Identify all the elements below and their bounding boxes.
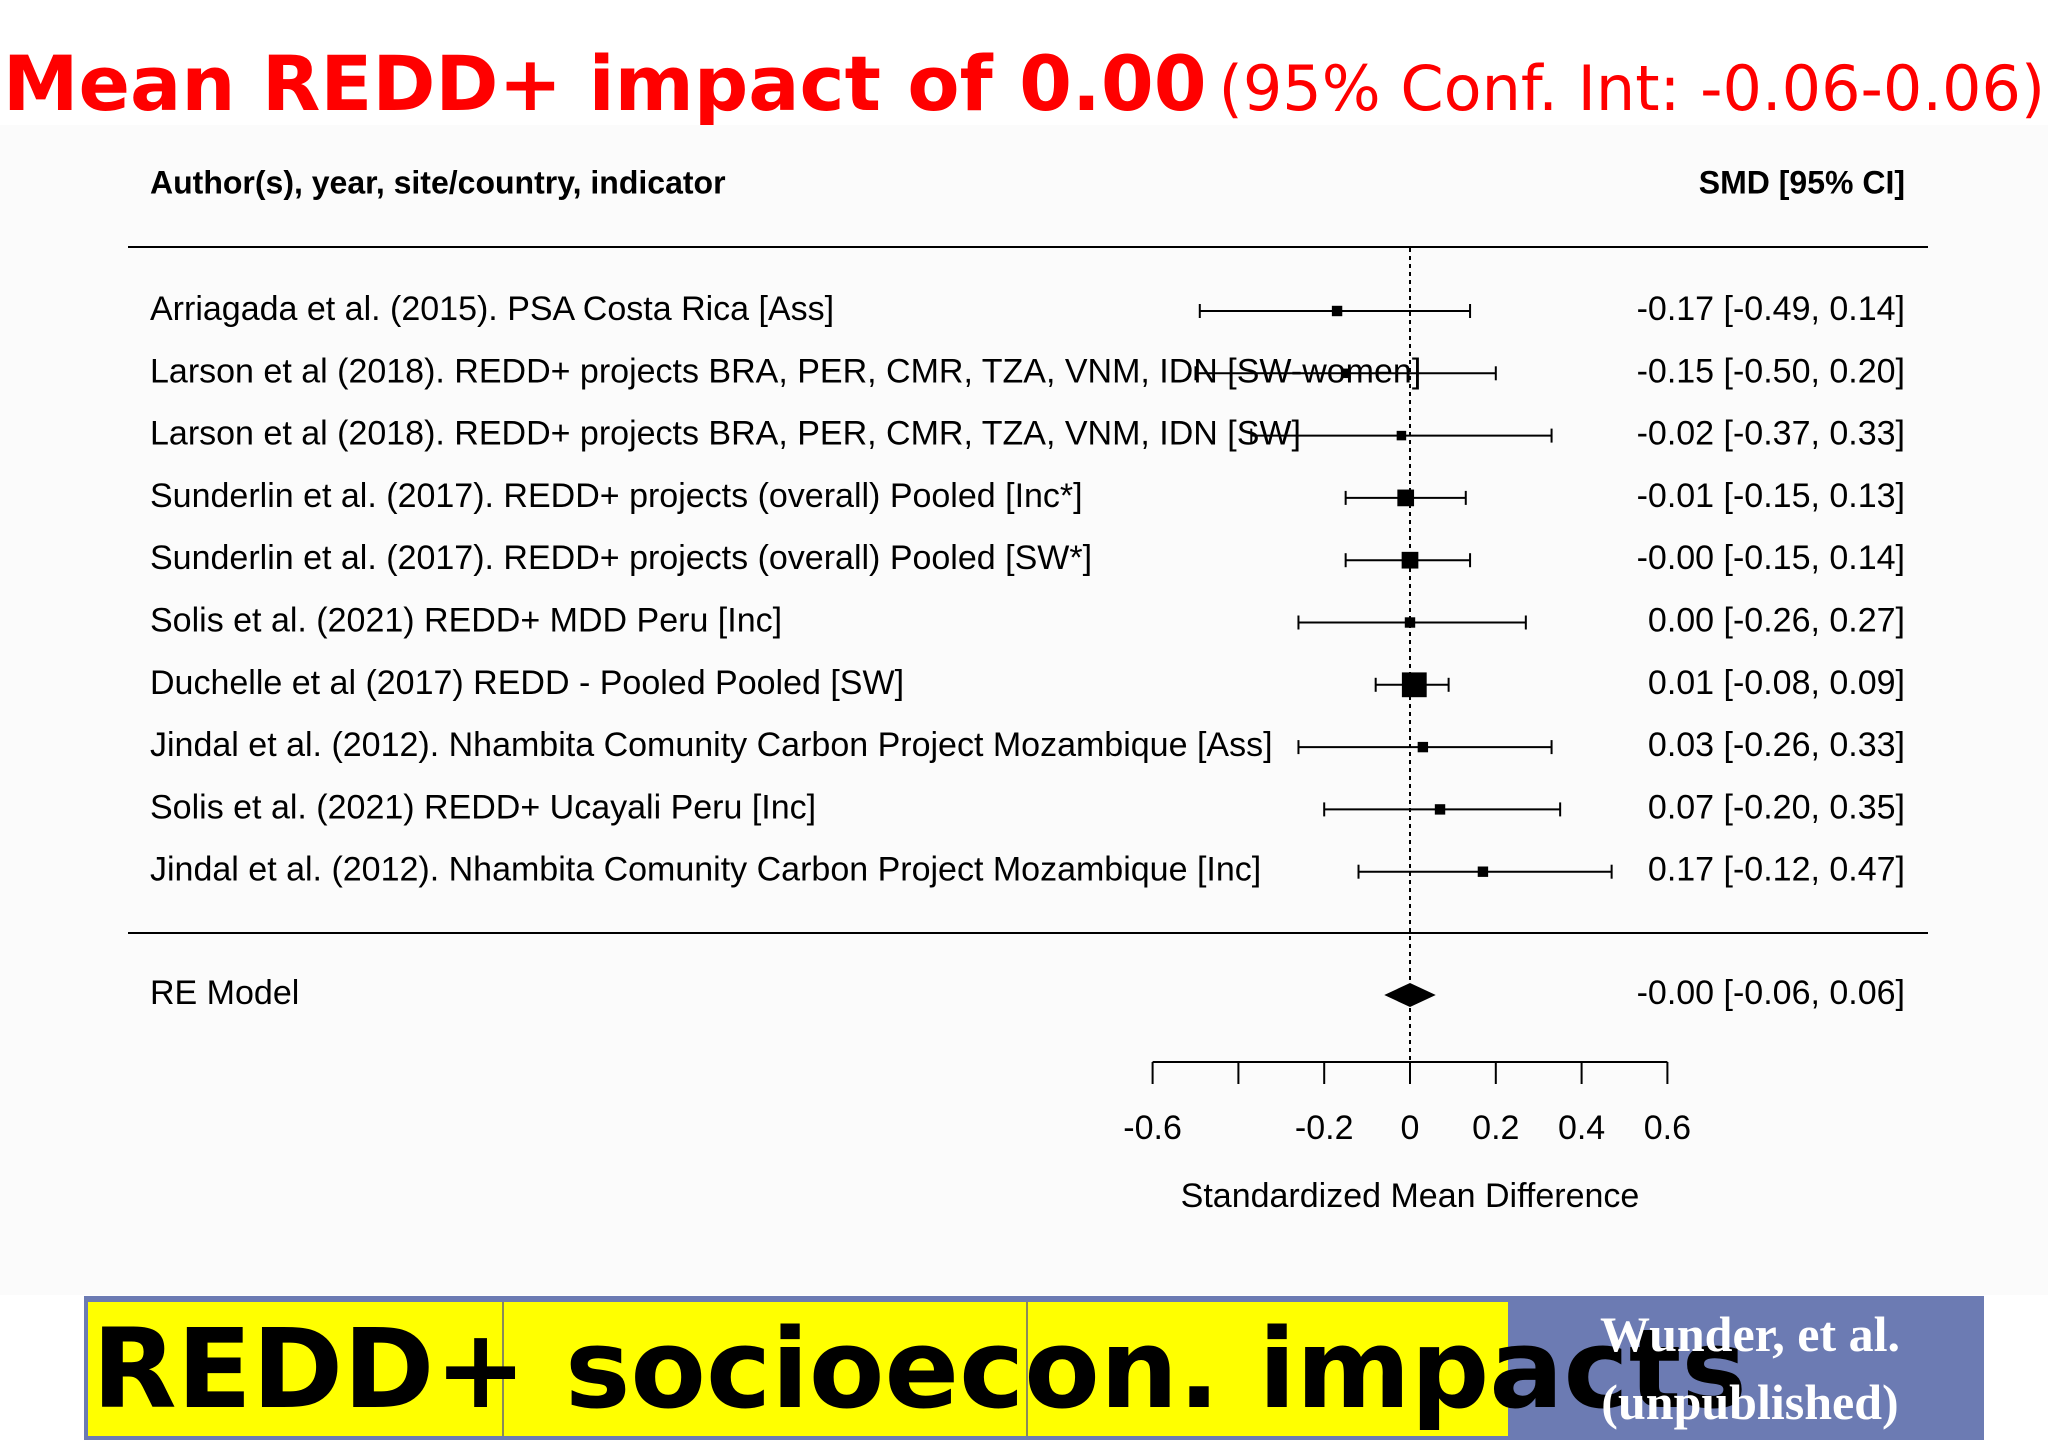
point-estimate	[1401, 672, 1427, 698]
x-tick-label: -0.6	[1123, 1109, 1182, 1147]
footer-divider	[502, 1302, 504, 1436]
study-label: Duchelle et al (2017) REDD - Pooled Pool…	[150, 664, 904, 702]
x-axis-label: Standardized Mean Difference	[1181, 1177, 1640, 1215]
footer-highlight	[88, 1302, 1508, 1436]
study-label: Sunderlin et al. (2017). REDD+ projects …	[150, 477, 1083, 515]
summary-ci-text: -0.00 [-0.06, 0.06]	[1637, 974, 1905, 1012]
header-effect: SMD [95% CI]	[1699, 164, 1905, 200]
summary-diamond	[1384, 983, 1436, 1007]
point-estimate	[1401, 551, 1419, 569]
footer-divider	[1026, 1302, 1028, 1436]
study-ci-text: 0.00 [-0.26, 0.27]	[1648, 601, 1905, 639]
headline: Mean REDD+ impact of 0.00 (95% Conf. Int:…	[0, 36, 2048, 154]
study-ci-text: -0.15 [-0.50, 0.20]	[1637, 352, 1905, 390]
point-estimate	[1404, 617, 1416, 628]
headline-ci: (95% Conf. Int: -0.06-0.06)	[1218, 52, 2046, 125]
plot-background	[0, 125, 2048, 1295]
study-label: Larson et al (2018). REDD+ projects BRA,…	[150, 352, 1421, 390]
credit-note: (unpublished)	[1601, 1374, 1899, 1430]
x-tick-label: 0.4	[1558, 1109, 1605, 1147]
x-tick-label: -0.2	[1295, 1109, 1354, 1147]
study-ci-text: -0.01 [-0.15, 0.13]	[1637, 477, 1905, 515]
study-ci-text: 0.01 [-0.08, 0.09]	[1648, 664, 1905, 702]
study-label: Solis et al. (2021) REDD+ MDD Peru [Inc]	[150, 601, 782, 639]
header-study: Author(s), year, site/country, indicator	[150, 164, 726, 200]
study-label: Arriagada et al. (2015). PSA Costa Rica …	[150, 290, 834, 328]
headline-main: Mean REDD+ impact of 0.00	[2, 39, 1207, 128]
x-tick-label: 0.2	[1472, 1109, 1519, 1147]
study-ci-text: -0.00 [-0.15, 0.14]	[1637, 539, 1905, 577]
footer-title-part: . impacts	[1178, 1305, 1747, 1433]
point-estimate	[1434, 804, 1446, 815]
point-estimate	[1417, 741, 1429, 753]
x-tick-label: 0.6	[1644, 1109, 1691, 1147]
study-ci-text: 0.17 [-0.12, 0.47]	[1648, 851, 1905, 889]
study-ci-text: -0.17 [-0.49, 0.14]	[1637, 290, 1905, 328]
study-ci-text: 0.07 [-0.20, 0.35]	[1648, 788, 1905, 826]
study-label: Solis et al. (2021) REDD+ Ucayali Peru […	[150, 788, 816, 826]
study-ci-text: -0.02 [-0.37, 0.33]	[1637, 415, 1905, 453]
study-label: Jindal et al. (2012). Nhambita Comunity …	[150, 726, 1273, 764]
credit: Wunder, et al. (unpublished)	[1530, 1300, 1970, 1436]
study-label: Larson et al (2018). REDD+ projects BRA,…	[150, 415, 1301, 453]
credit-authors: Wunder, et al.	[1599, 1306, 1901, 1362]
study-label: Sunderlin et al. (2017). REDD+ projects …	[150, 539, 1092, 577]
forest-plot: Author(s), year, site/country, indicator…	[0, 125, 2048, 1295]
point-estimate	[1331, 305, 1343, 317]
study-ci-text: 0.03 [-0.26, 0.33]	[1648, 726, 1905, 764]
point-estimate	[1477, 866, 1489, 877]
footer-title-part: REDD+	[92, 1305, 565, 1433]
footer-title-part: socioecon	[564, 1305, 1179, 1433]
point-estimate	[1397, 489, 1415, 507]
study-label: Jindal et al. (2012). Nhambita Comunity …	[150, 851, 1261, 889]
point-estimate	[1340, 368, 1351, 379]
point-estimate	[1396, 430, 1407, 441]
x-tick-label: 0	[1401, 1109, 1420, 1147]
footer-title: REDD+ socioecon. impacts	[88, 1302, 1747, 1436]
summary-label: RE Model	[150, 974, 299, 1012]
